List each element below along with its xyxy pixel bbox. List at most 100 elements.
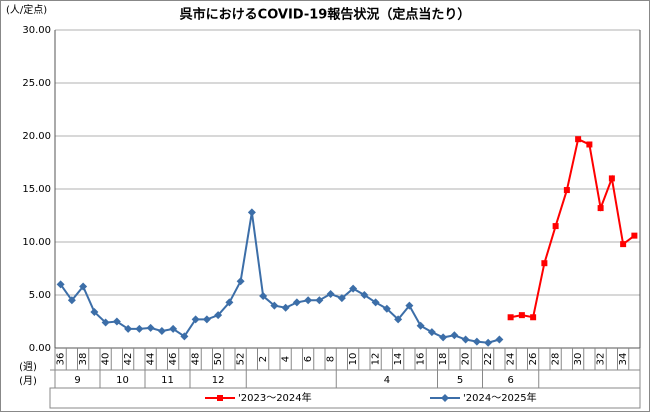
marker bbox=[461, 335, 470, 344]
y-tick-label: 0.00 bbox=[29, 343, 51, 354]
month-label: 4 bbox=[384, 375, 390, 386]
marker bbox=[450, 331, 459, 340]
legend-label: '2024～2025年 bbox=[463, 391, 537, 404]
marker bbox=[315, 296, 324, 305]
marker bbox=[439, 333, 448, 342]
series-line bbox=[59, 212, 500, 344]
marker bbox=[620, 241, 627, 248]
x-tick-label: 8 bbox=[326, 356, 337, 362]
marker bbox=[360, 291, 369, 299]
marker bbox=[67, 296, 76, 305]
x-tick-label: 16 bbox=[416, 353, 427, 366]
month-label: 6 bbox=[507, 375, 513, 386]
marker bbox=[394, 315, 403, 324]
marker bbox=[135, 324, 144, 333]
marker bbox=[79, 282, 88, 291]
y-tick-label: 5.00 bbox=[29, 290, 51, 301]
marker bbox=[484, 338, 493, 347]
x-tick-label: 48 bbox=[191, 353, 202, 366]
marker bbox=[202, 315, 211, 324]
chart-title: 呉市におけるCOVID-19報告状況（定点当たり） bbox=[180, 7, 471, 23]
marker bbox=[169, 324, 178, 333]
month-label: 9 bbox=[74, 375, 80, 386]
marker bbox=[507, 314, 514, 321]
marker bbox=[382, 304, 391, 313]
marker bbox=[225, 298, 234, 307]
marker bbox=[56, 280, 65, 289]
marker bbox=[259, 292, 268, 301]
month-label: 10 bbox=[116, 375, 129, 386]
x-tick-label: 26 bbox=[528, 353, 539, 366]
marker bbox=[112, 317, 121, 326]
x-tick-label: 42 bbox=[123, 353, 134, 366]
marker bbox=[608, 175, 615, 182]
x-tick-label: 52 bbox=[236, 353, 247, 366]
y-tick-label: 25.00 bbox=[22, 78, 51, 89]
x-tick-label: 24 bbox=[506, 353, 517, 366]
marker bbox=[180, 332, 189, 341]
marker bbox=[292, 298, 301, 307]
x-tick-label: 6 bbox=[303, 356, 314, 362]
marker bbox=[281, 303, 290, 312]
y-tick-label: 15.00 bbox=[22, 184, 51, 195]
y-axis-label: (人/定点) bbox=[6, 3, 47, 16]
x-tick-label: 30 bbox=[573, 353, 584, 366]
marker bbox=[371, 298, 380, 307]
marker bbox=[90, 307, 99, 316]
marker bbox=[146, 323, 155, 332]
marker bbox=[586, 141, 593, 148]
marker bbox=[427, 328, 436, 337]
legend-box bbox=[49, 387, 641, 409]
x-tick-label: 44 bbox=[146, 353, 157, 366]
marker bbox=[552, 223, 559, 230]
y-tick-label: 30.00 bbox=[22, 25, 51, 36]
x-tick-label: 28 bbox=[551, 353, 562, 366]
marker bbox=[304, 296, 313, 305]
x-tick-label: 40 bbox=[101, 353, 112, 366]
x-tick-label: 18 bbox=[438, 353, 449, 366]
marker bbox=[349, 284, 358, 293]
y-tick-label: 20.00 bbox=[22, 131, 51, 142]
legend-marker bbox=[441, 394, 449, 402]
marker bbox=[597, 205, 604, 212]
x-tick-label: 4 bbox=[281, 356, 292, 362]
marker bbox=[416, 321, 425, 330]
marker bbox=[563, 187, 570, 194]
month-label: 5 bbox=[457, 375, 463, 386]
marker bbox=[270, 301, 279, 310]
marker bbox=[337, 294, 346, 303]
marker bbox=[191, 315, 200, 324]
x-tick-label: 22 bbox=[483, 353, 494, 366]
week-row-label: (週) bbox=[19, 361, 37, 373]
x-tick-label: 34 bbox=[618, 353, 629, 366]
marker bbox=[518, 312, 525, 319]
marker bbox=[405, 301, 414, 310]
x-tick-label: 32 bbox=[596, 353, 607, 366]
y-tick-label: 10.00 bbox=[22, 237, 51, 248]
x-tick-label: 38 bbox=[78, 353, 89, 366]
marker bbox=[326, 289, 335, 298]
marker bbox=[530, 314, 537, 321]
x-tick-label: 46 bbox=[168, 353, 179, 366]
legend-marker bbox=[217, 395, 223, 401]
marker bbox=[631, 232, 638, 239]
month-row-label: (月) bbox=[19, 375, 37, 387]
month-label: 12 bbox=[212, 375, 225, 386]
marker bbox=[472, 337, 481, 346]
marker bbox=[101, 318, 110, 327]
marker bbox=[541, 260, 548, 267]
x-tick-label: 14 bbox=[393, 353, 404, 366]
marker bbox=[214, 311, 223, 320]
marker bbox=[247, 208, 256, 217]
x-tick-label: 50 bbox=[213, 353, 224, 366]
marker bbox=[575, 136, 582, 143]
marker bbox=[495, 335, 504, 344]
x-tick-label: 12 bbox=[371, 353, 382, 366]
x-tick-label: 10 bbox=[348, 353, 359, 366]
marker bbox=[124, 324, 133, 333]
x-tick-label: 20 bbox=[461, 353, 472, 366]
x-tick-label: 36 bbox=[56, 353, 67, 366]
